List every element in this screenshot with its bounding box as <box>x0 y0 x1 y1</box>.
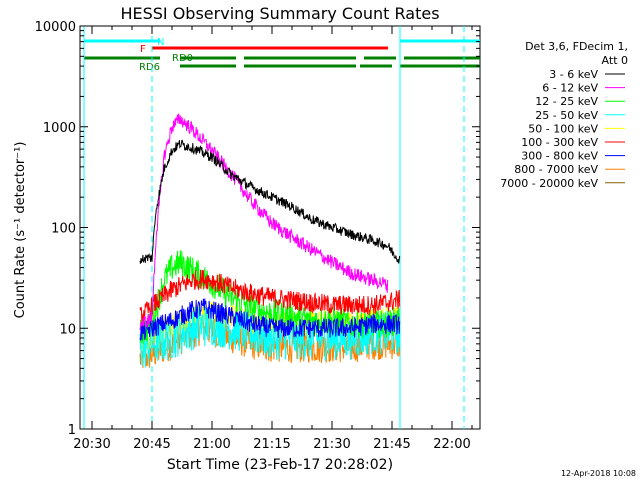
legend-entry-label: 300 - 800 keV <box>521 150 598 163</box>
legend-entry-label: 25 - 50 keV <box>535 109 598 122</box>
x-tick-label: 21:45 <box>373 437 410 452</box>
legend-entry-label: 6 - 12 keV <box>542 82 598 95</box>
y-tick-label: 1 <box>68 423 76 438</box>
legend-entry-label: 7000 - 20000 keV <box>500 177 598 190</box>
footer-timestamp: 12-Apr-2018 10:08 <box>561 469 636 478</box>
y-tick-label: 1000 <box>43 121 76 136</box>
series-line <box>139 269 401 325</box>
flag-bar-label: N <box>157 37 164 48</box>
series-line <box>139 113 389 331</box>
legend-entry-label: 3 - 6 keV <box>549 68 598 81</box>
y-tick-label: 10000 <box>35 20 76 35</box>
legend-entry-label: 12 - 25 keV <box>535 95 598 108</box>
legend-entry-label: 100 - 300 keV <box>521 136 598 149</box>
y-tick-label: 10 <box>59 322 76 337</box>
y-tick-label: 100 <box>51 222 76 237</box>
x-tick-label: 21:00 <box>193 437 230 452</box>
legend-header-line-1: Det 3,6, FDecim 1, <box>525 40 628 53</box>
y-axis-label: Count Rate (s⁻¹ detector⁻¹) <box>13 142 28 319</box>
x-tick-label: 20:45 <box>133 437 170 452</box>
y-axis: 1 10 100 1000 10000 <box>35 20 480 438</box>
legend-entry-label: 800 - 7000 keV <box>514 163 598 176</box>
series-line <box>139 139 401 264</box>
series-lines <box>139 113 401 369</box>
flag-bar-label: RD6 <box>139 62 160 73</box>
x-tick-label: 21:30 <box>313 437 350 452</box>
x-tick-label: 20:30 <box>73 437 110 452</box>
x-axis: 20:30 20:45 21:00 21:15 21:30 21:45 22:00 <box>73 26 473 452</box>
flag-bar-label: F <box>140 44 146 55</box>
series-line <box>139 298 401 341</box>
legend-header-line-2: Att 0 <box>602 54 628 67</box>
legend-entry-label: 50 - 100 keV <box>528 122 598 135</box>
x-tick-label: 21:15 <box>253 437 290 452</box>
x-axis-label: Start Time (23-Feb-17 20:28:02) <box>167 457 393 473</box>
flag-bar-label: RD0 <box>172 53 193 64</box>
x-tick-label: 22:00 <box>433 437 470 452</box>
flag-bars: NF RD0 RD6 <box>84 37 480 73</box>
chart-title: HESSI Observing Summary Count Rates <box>120 4 439 23</box>
